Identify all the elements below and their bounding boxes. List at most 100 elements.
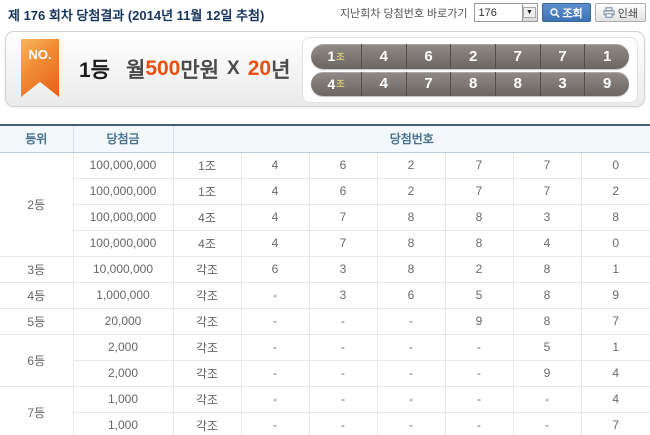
table-row: 100,000,000 4조 4 7 8 8 4 0 xyxy=(0,230,650,257)
number-cell: - xyxy=(308,386,378,413)
digit-cell: 7 xyxy=(539,44,585,69)
digit-cell: 9 xyxy=(584,71,629,96)
number-cell: - xyxy=(308,412,378,435)
number-cell: - xyxy=(376,334,446,361)
number-cell: 7 xyxy=(444,178,514,205)
prize-cell: 1,000,000 xyxy=(72,282,174,309)
digit-cell: 3 xyxy=(539,71,585,96)
number-cell: 9 xyxy=(444,308,514,335)
digit-cell: 6 xyxy=(405,44,451,69)
number-cell: - xyxy=(308,308,378,335)
number-cell: 8 xyxy=(444,230,514,257)
number-cell: 4 xyxy=(580,360,650,387)
table-header-row: 등위 당첨금 당첨번호 xyxy=(0,124,650,153)
page-title: 제 176 회차 당첨결과 (2014년 11월 12일 추첨) xyxy=(8,8,265,23)
number-cell: 0 xyxy=(580,230,650,257)
number-cell: 9 xyxy=(512,360,582,387)
number-cell: 8 xyxy=(444,204,514,231)
number-cell: 4 xyxy=(240,178,310,205)
number-cell: - xyxy=(240,308,310,335)
digit-cell: 7 xyxy=(495,44,540,69)
number-cell: 4 xyxy=(580,386,650,413)
digit-cell: 8 xyxy=(495,71,540,96)
number-cell: - xyxy=(308,360,378,387)
rank-cell: 6등 xyxy=(0,334,74,387)
chevron-down-icon[interactable]: ▼ xyxy=(521,4,537,21)
digit-cell: 4 xyxy=(361,44,406,69)
number-cell: 5 xyxy=(444,282,514,309)
group-suffix: 조 xyxy=(336,79,345,90)
prize-cell: 100,000,000 xyxy=(72,152,174,179)
years-suffix: 년 xyxy=(271,59,291,82)
results-table: 등위 당첨금 당첨번호 2등 100,000,000 1조 4 6 2 7 7 0 100,000… xyxy=(0,124,650,435)
number-cell: 3 xyxy=(308,256,378,283)
rank-cell: 2등 xyxy=(0,152,74,257)
number-cell: 8 xyxy=(376,204,446,231)
number-cell: - xyxy=(240,282,310,309)
jo-cell: 각조 xyxy=(172,386,242,413)
table-row: 2,000 각조 - - - -9 4 xyxy=(0,360,650,387)
number-cell: - xyxy=(240,334,310,361)
number-cell: 4 xyxy=(240,230,310,257)
number-cell: 5 xyxy=(512,334,582,361)
number-cell: 8 xyxy=(376,230,446,257)
group-number: 1 xyxy=(327,48,336,65)
ribbon-no-icon: NO. xyxy=(21,39,59,97)
number-cell: - xyxy=(444,412,514,435)
amount-value: 500 xyxy=(145,57,181,80)
prize-cell: 2,000 xyxy=(73,360,174,387)
table-row: 7등 1,000 각조 - - - - -4 xyxy=(0,386,650,435)
number-cell: 7 xyxy=(512,178,582,205)
number-cell: 8 xyxy=(376,256,446,283)
number-cell: 2 xyxy=(580,178,650,205)
number-cell: 7 xyxy=(444,152,514,179)
number-cell: - xyxy=(240,360,310,387)
jo-cell: 4조 xyxy=(172,230,242,257)
prize-cell: 100,000,000 xyxy=(73,178,174,205)
number-cell: - xyxy=(308,334,378,361)
first-prize-rank: 1등 xyxy=(79,59,110,82)
rank-cell: 7등 xyxy=(0,386,74,435)
number-cell: 4 xyxy=(512,230,582,257)
number-cell: 3 xyxy=(512,204,582,231)
table-row: 100,000,000 4조 4 7 8 8 3 8 xyxy=(0,204,650,231)
search-button[interactable]: 조회 xyxy=(541,3,591,22)
number-cell: 6 xyxy=(376,282,446,309)
topbar: 제 176 회차 당첨결과 (2014년 11월 12일 추첨) 지난회차 당첨… xyxy=(0,0,650,26)
group-number: 4 xyxy=(327,75,336,92)
header-numbers: 당첨번호 xyxy=(172,124,650,153)
header-rank: 등위 xyxy=(0,124,73,153)
number-cell: - xyxy=(376,412,446,435)
number-cell: 3 xyxy=(308,282,378,309)
number-cell: 1 xyxy=(580,256,650,283)
prize-cell: 100,000,000 xyxy=(73,204,174,231)
first-prize-amount: 월 500 만원 X 20 년 xyxy=(126,32,290,106)
table-row: 5등 20,000 각조 - - -9 8 7 xyxy=(0,308,650,335)
jo-cell: 각조 xyxy=(172,334,242,361)
jo-cell: 각조 xyxy=(172,308,242,335)
prize-cell: 10,000,000 xyxy=(72,256,174,283)
number-cell: - xyxy=(444,334,514,361)
number-cell: - xyxy=(444,360,514,387)
round-select[interactable]: 176 ▼ xyxy=(473,3,538,22)
round-select-value: 176 xyxy=(478,6,497,19)
number-cell: - xyxy=(376,386,446,413)
number-cell: 7 xyxy=(580,308,650,335)
print-button-label: 인쇄 xyxy=(617,7,638,20)
print-button[interactable]: 인쇄 xyxy=(594,3,646,22)
digit-cell: 4 xyxy=(361,71,406,96)
number-cell: - xyxy=(376,360,446,387)
jo-cell: 4조 xyxy=(172,204,242,231)
prize-cell: 1,000 xyxy=(72,386,174,413)
number-cell: 7 xyxy=(308,204,378,231)
number-cell: 7 xyxy=(512,152,582,179)
group-suffix: 조 xyxy=(336,51,345,62)
table-row: 2등 100,000,000 1조 4 6 2 7 7 0 xyxy=(0,152,650,257)
number-cell: 7 xyxy=(580,412,650,435)
